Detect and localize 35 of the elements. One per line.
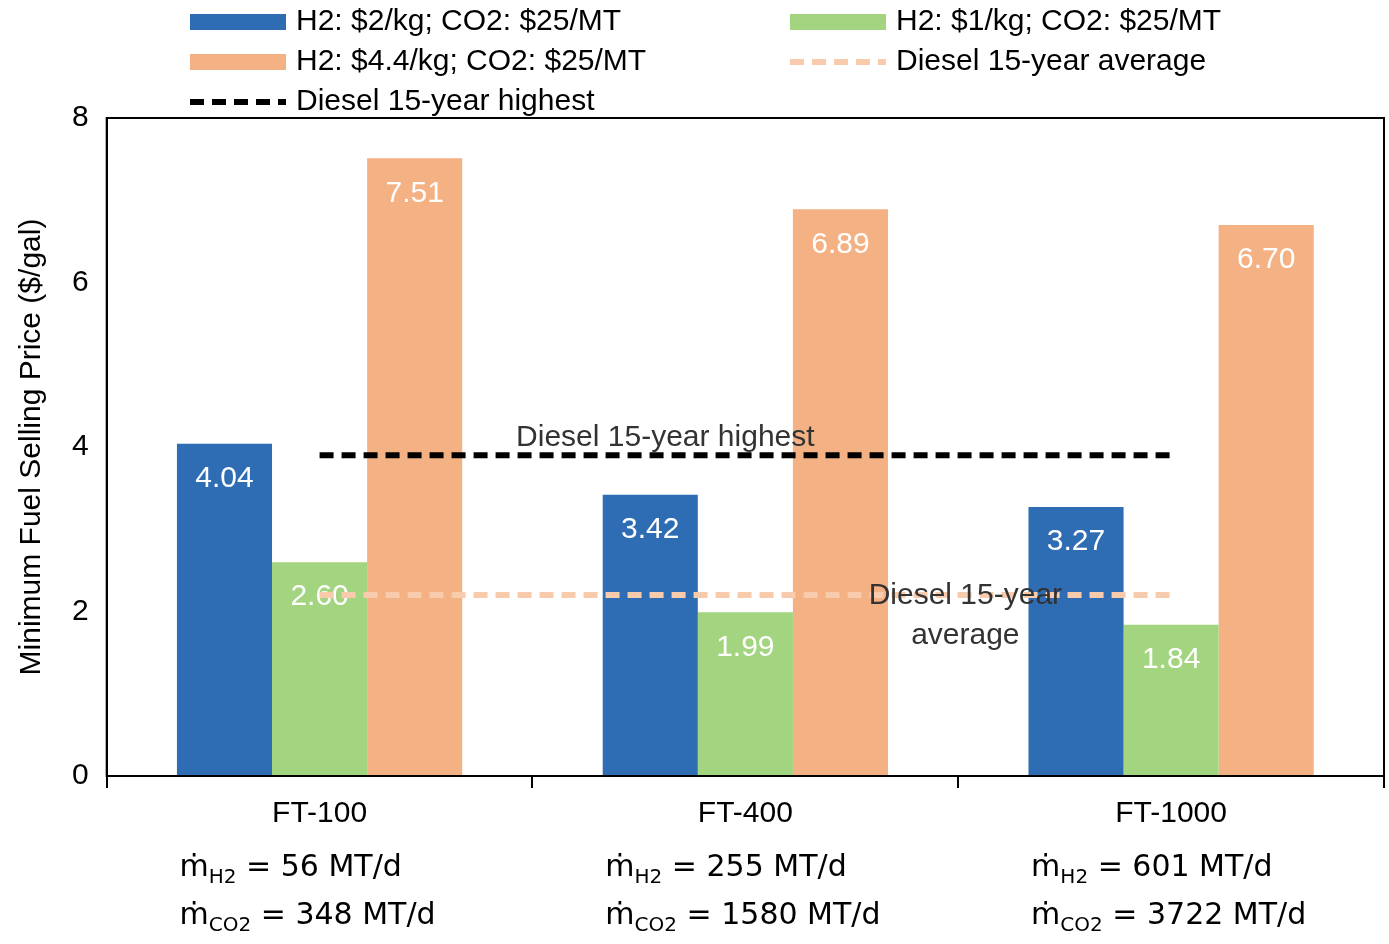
legend-label: H2: $4.4/kg; CO2: $25/MT: [296, 43, 647, 77]
text: ṁ$_{CO2}$ = 348 MT/d: [179, 896, 436, 936]
data-label: 6.70: [1237, 241, 1296, 275]
x-tick-label: FT-1000: [1115, 795, 1227, 829]
y-axis-title: Minimum Fuel Selling Price ($/gal): [13, 218, 47, 676]
data-label: 1.99: [716, 628, 775, 662]
bar: [1123, 624, 1219, 776]
bar: [1218, 224, 1314, 776]
data-label: 6.89: [811, 225, 870, 259]
data-label: 3.42: [621, 510, 680, 544]
y-tick-label: 6: [72, 263, 89, 297]
y-tick-label: 0: [72, 757, 89, 791]
bar: [697, 612, 793, 776]
bar: [367, 158, 463, 776]
legend-label: H2: $1/kg; CO2: $25/MT: [896, 3, 1222, 37]
y-tick-label: 8: [72, 99, 89, 133]
x-tick-label: FT-100: [272, 795, 368, 829]
x-tick-label: FT-400: [697, 795, 793, 829]
bar: [602, 494, 698, 776]
text: ṁ$_{H2}$ = 56 MT/d: [179, 848, 402, 888]
y-tick-label: 4: [72, 428, 89, 462]
text: ṁ$_{H2}$ = 255 MT/d: [605, 848, 847, 888]
text: ṁ$_{H2}$ = 601 MT/d: [1031, 848, 1273, 888]
data-label: 3.27: [1046, 523, 1106, 557]
text: Diesel 15-year average: [896, 43, 1207, 77]
legend-label: H2: $2/kg; CO2: $25/MT: [296, 3, 622, 37]
data-label: 4.04: [195, 459, 254, 493]
data-label: 1.84: [1141, 640, 1201, 674]
text: ṁ$_{CO2}$ = 1580 MT/d: [605, 896, 881, 936]
bar: [176, 443, 273, 776]
data-label: 7.51: [385, 174, 444, 208]
bar: [272, 562, 368, 776]
text: Diesel 15-year highest: [296, 83, 595, 117]
y-tick-label: 2: [72, 592, 89, 626]
text: ṁ$_{CO2}$ = 3722 MT/d: [1031, 896, 1307, 936]
